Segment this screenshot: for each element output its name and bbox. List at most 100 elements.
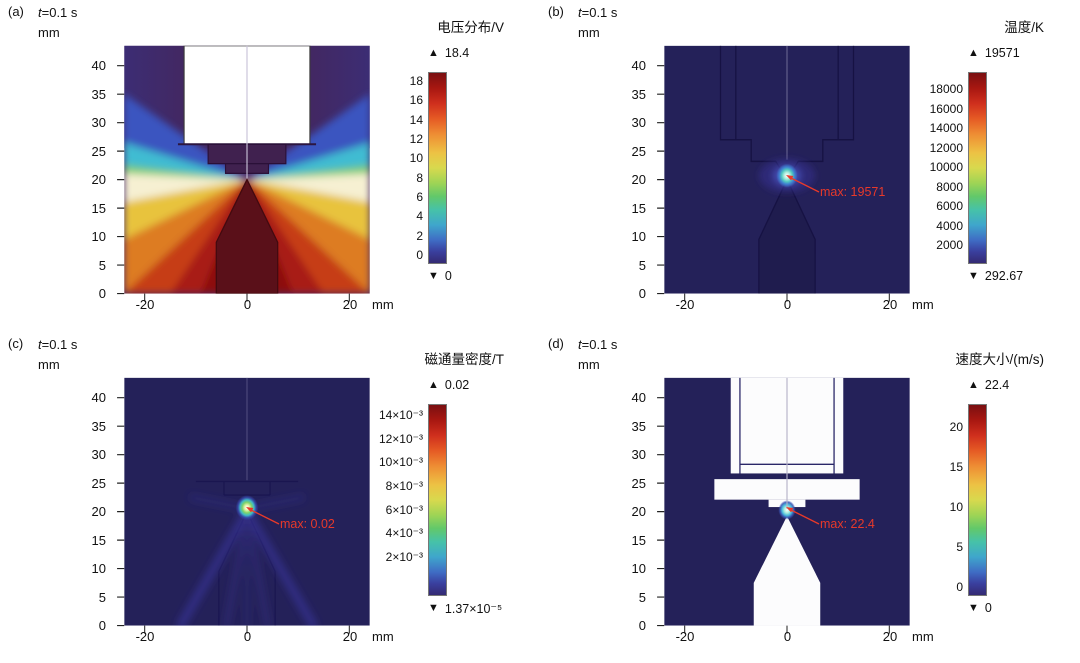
y-tick-label: 10 [91,229,106,244]
y-tick-label: 0 [638,618,646,633]
y-tick-label: 20 [91,172,106,187]
x-tick-label: 20 [342,629,358,644]
colorbar-tick-label: 12 [409,131,423,146]
colorbar-tick-label: 12000 [929,140,963,155]
colorbar-gradient [968,72,987,264]
x-tick-label: 0 [243,629,252,644]
time-label: t=0.1 s [578,5,618,20]
y-tick-label: 15 [91,200,106,216]
x-axis-unit: mm [372,297,394,312]
colorbar-tick-labels: 18 16 14 12 10 8 6 4 2 0 [368,72,428,264]
colorbar-tick-label: 16 [409,93,423,108]
max-annotation: max: 22.4 [820,517,875,531]
colorbar-tick-label: 10 [409,151,423,166]
y-tick-label: 0 [98,618,106,633]
y-axis-unit: mm [38,357,60,372]
y-tick-label: 25 [631,143,646,159]
colorbar-tick-label: 4000 [936,218,963,233]
y-tick-label: 20 [631,504,646,519]
x-tick-labels: -20 0 20 [665,297,910,312]
y-tick-label: 35 [631,418,646,434]
colorbar-max-value: 0.02 [444,378,470,392]
y-tick-label: 30 [631,447,646,462]
x-axis-unit: mm [912,629,934,644]
colorbar-title: 电压分布/V [437,20,504,35]
colorbar-tick-label: 4 [416,209,423,224]
y-tick-label: 15 [91,532,106,548]
x-tick-label: 0 [783,629,792,644]
y-tick-label: 35 [631,86,646,102]
x-axis-unit: mm [372,629,394,644]
y-tick-label: 25 [91,143,106,159]
up-triangle-icon: ▲ [968,378,979,391]
up-triangle-icon: ▲ [428,46,439,59]
annotation-arrow-icon [246,507,280,525]
y-axis-unit: mm [38,25,60,40]
y-axis-unit: mm [578,25,600,40]
panel-label: (a) [8,4,24,19]
colorbar-min: ▼ 1.37×10⁻⁵ [428,601,504,616]
annotation-arrow-icon [786,175,820,193]
colorbar-tick-label: 2000 [936,238,963,252]
down-triangle-icon: ▼ [968,601,979,614]
y-tick-labels: 40 35 30 25 20 15 10 5 0 [600,391,646,633]
y-tick-label: 20 [91,504,106,519]
x-tick-label: 20 [342,297,358,312]
colorbar-tick-label: 4×10⁻³ [385,526,423,541]
colorbar-min: ▼ 0 [428,269,504,283]
y-tick-label: 10 [631,561,646,576]
x-tick-label: 0 [783,297,792,312]
colorbar-tick-label: 8000 [936,179,963,194]
y-tick-label: 40 [91,58,106,73]
panel-a: (a) t=0.1 s mm 40 35 30 25 20 15 10 5 0 [0,0,540,331]
y-tick-label: 5 [98,257,106,273]
panel-label: (d) [548,336,564,351]
down-triangle-icon: ▼ [968,269,979,282]
colorbar-tick-label: 10×10⁻³ [378,455,423,470]
x-tick-labels: -20 0 20 [125,629,370,644]
panel-label: (b) [548,4,564,19]
colorbar-min-value: 0 [444,269,452,283]
y-tick-label: 25 [631,475,646,491]
colorbar-tick-label: 2 [416,228,423,243]
y-tick-label: 15 [631,200,646,216]
up-triangle-icon: ▲ [968,46,979,59]
y-tick-label: 20 [631,172,646,187]
x-tick-label: -20 [135,629,155,644]
y-tick-label: 5 [638,257,646,273]
x-tick-label: 20 [882,297,898,312]
colorbar: 速度大小/(m/s) ▲ 22.4 20 15 10 5 0 ▼ 0 [908,348,1044,615]
colorbar-min-value: 1.37×10⁻⁵ [444,602,503,616]
y-tick-label: 30 [91,115,106,130]
up-triangle-icon: ▲ [428,378,439,391]
x-tick-label: -20 [675,297,695,312]
panel-b: (b) t=0.1 s mm 40 35 30 25 20 15 10 5 0 [540,0,1080,331]
time-label: t=0.1 s [38,5,78,20]
colorbar: 温度/K ▲ 19571 18000 16000 14000 12000 10000 800… [908,16,1044,283]
y-tick-label: 5 [98,589,106,605]
colorbar-tick-label: 0 [956,580,963,594]
max-annotation: max: 0.02 [280,517,335,531]
colorbar-tick-label: 10000 [929,160,963,174]
colorbar-tick-label: 0 [416,247,423,262]
colorbar-tick-label: 5 [956,540,963,554]
colorbar-tick-label: 6000 [936,199,963,213]
colorbar-min-value: 0 [984,601,992,615]
colorbar-gradient [428,404,447,596]
colorbar-tick-label: 15 [949,460,963,474]
max-annotation: max: 19571 [820,185,886,199]
y-tick-label: 0 [638,286,646,301]
colorbar: 电压分布/V ▲ 18.4 18 16 14 12 10 8 6 4 2 0 ▼ 0 [368,16,504,283]
colorbar-title: 温度/K [1004,20,1044,35]
panel-d: (d) t=0.1 s mm 40 35 30 25 20 15 10 5 0 [540,332,1080,663]
colorbar-max: ▲ 22.4 [968,378,1044,392]
y-tick-labels: 40 35 30 25 20 15 10 5 0 [600,59,646,301]
voltage-distribution-heatmap [117,45,370,302]
colorbar-tick-label: 8×10⁻³ [385,478,423,493]
colorbar-min-value: 292.67 [984,269,1024,283]
colorbar-max-value: 19571 [984,46,1020,60]
y-tick-label: 5 [638,589,646,605]
x-tick-labels: -20 0 20 [125,297,370,312]
y-tick-label: 40 [631,390,646,405]
